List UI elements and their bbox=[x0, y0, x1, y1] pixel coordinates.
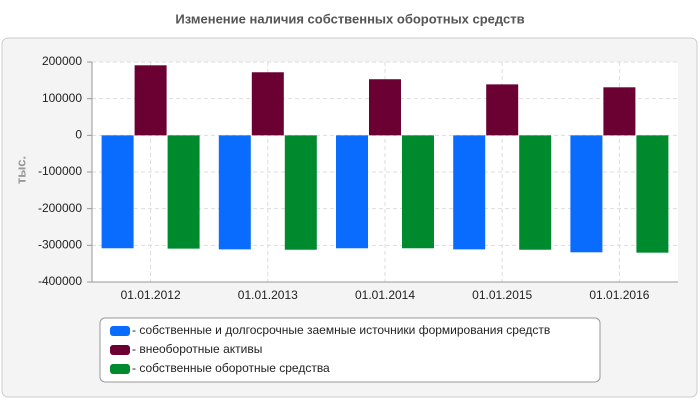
y-tick-label: -200000 bbox=[38, 201, 82, 215]
y-tick-label: -100000 bbox=[38, 164, 82, 178]
bar bbox=[218, 135, 251, 250]
bar bbox=[402, 135, 434, 249]
bar bbox=[570, 135, 603, 253]
bar bbox=[336, 135, 368, 249]
y-tick-label: 200000 bbox=[42, 54, 82, 68]
legend-swatch bbox=[110, 326, 130, 336]
chart-title: Изменение наличия собственных оборотных … bbox=[175, 11, 524, 26]
legend-label: - внеоборотные активы bbox=[132, 342, 262, 356]
y-tick-label: -300000 bbox=[38, 238, 82, 252]
bar bbox=[636, 135, 669, 253]
legend-label: - собственные оборотные средства bbox=[132, 361, 330, 375]
y-axis-label: тыс. bbox=[13, 156, 28, 184]
x-tick-label: 01.01.2015 bbox=[472, 288, 532, 302]
bar bbox=[603, 87, 636, 136]
x-tick-label: 01.01.2013 bbox=[238, 288, 298, 302]
bar bbox=[134, 65, 167, 136]
bar bbox=[101, 135, 134, 249]
bar bbox=[251, 72, 284, 136]
legend-label: - собственные и долгосрочные заемные ист… bbox=[132, 323, 550, 337]
x-tick-label: 01.01.2012 bbox=[121, 288, 181, 302]
x-tick-label: 01.01.2016 bbox=[589, 288, 649, 302]
bar bbox=[519, 135, 552, 250]
bar bbox=[369, 79, 401, 136]
x-tick-label: 01.01.2014 bbox=[355, 288, 415, 302]
legend-swatch bbox=[110, 345, 130, 355]
bar bbox=[486, 84, 519, 136]
legend-swatch bbox=[110, 364, 130, 374]
y-tick-label: 100000 bbox=[42, 91, 82, 105]
legend bbox=[99, 317, 601, 383]
bar bbox=[167, 135, 200, 249]
y-tick-label: -400000 bbox=[38, 274, 82, 288]
bar bbox=[284, 135, 317, 250]
y-tick-label: 0 bbox=[75, 128, 82, 142]
bar bbox=[453, 135, 486, 250]
